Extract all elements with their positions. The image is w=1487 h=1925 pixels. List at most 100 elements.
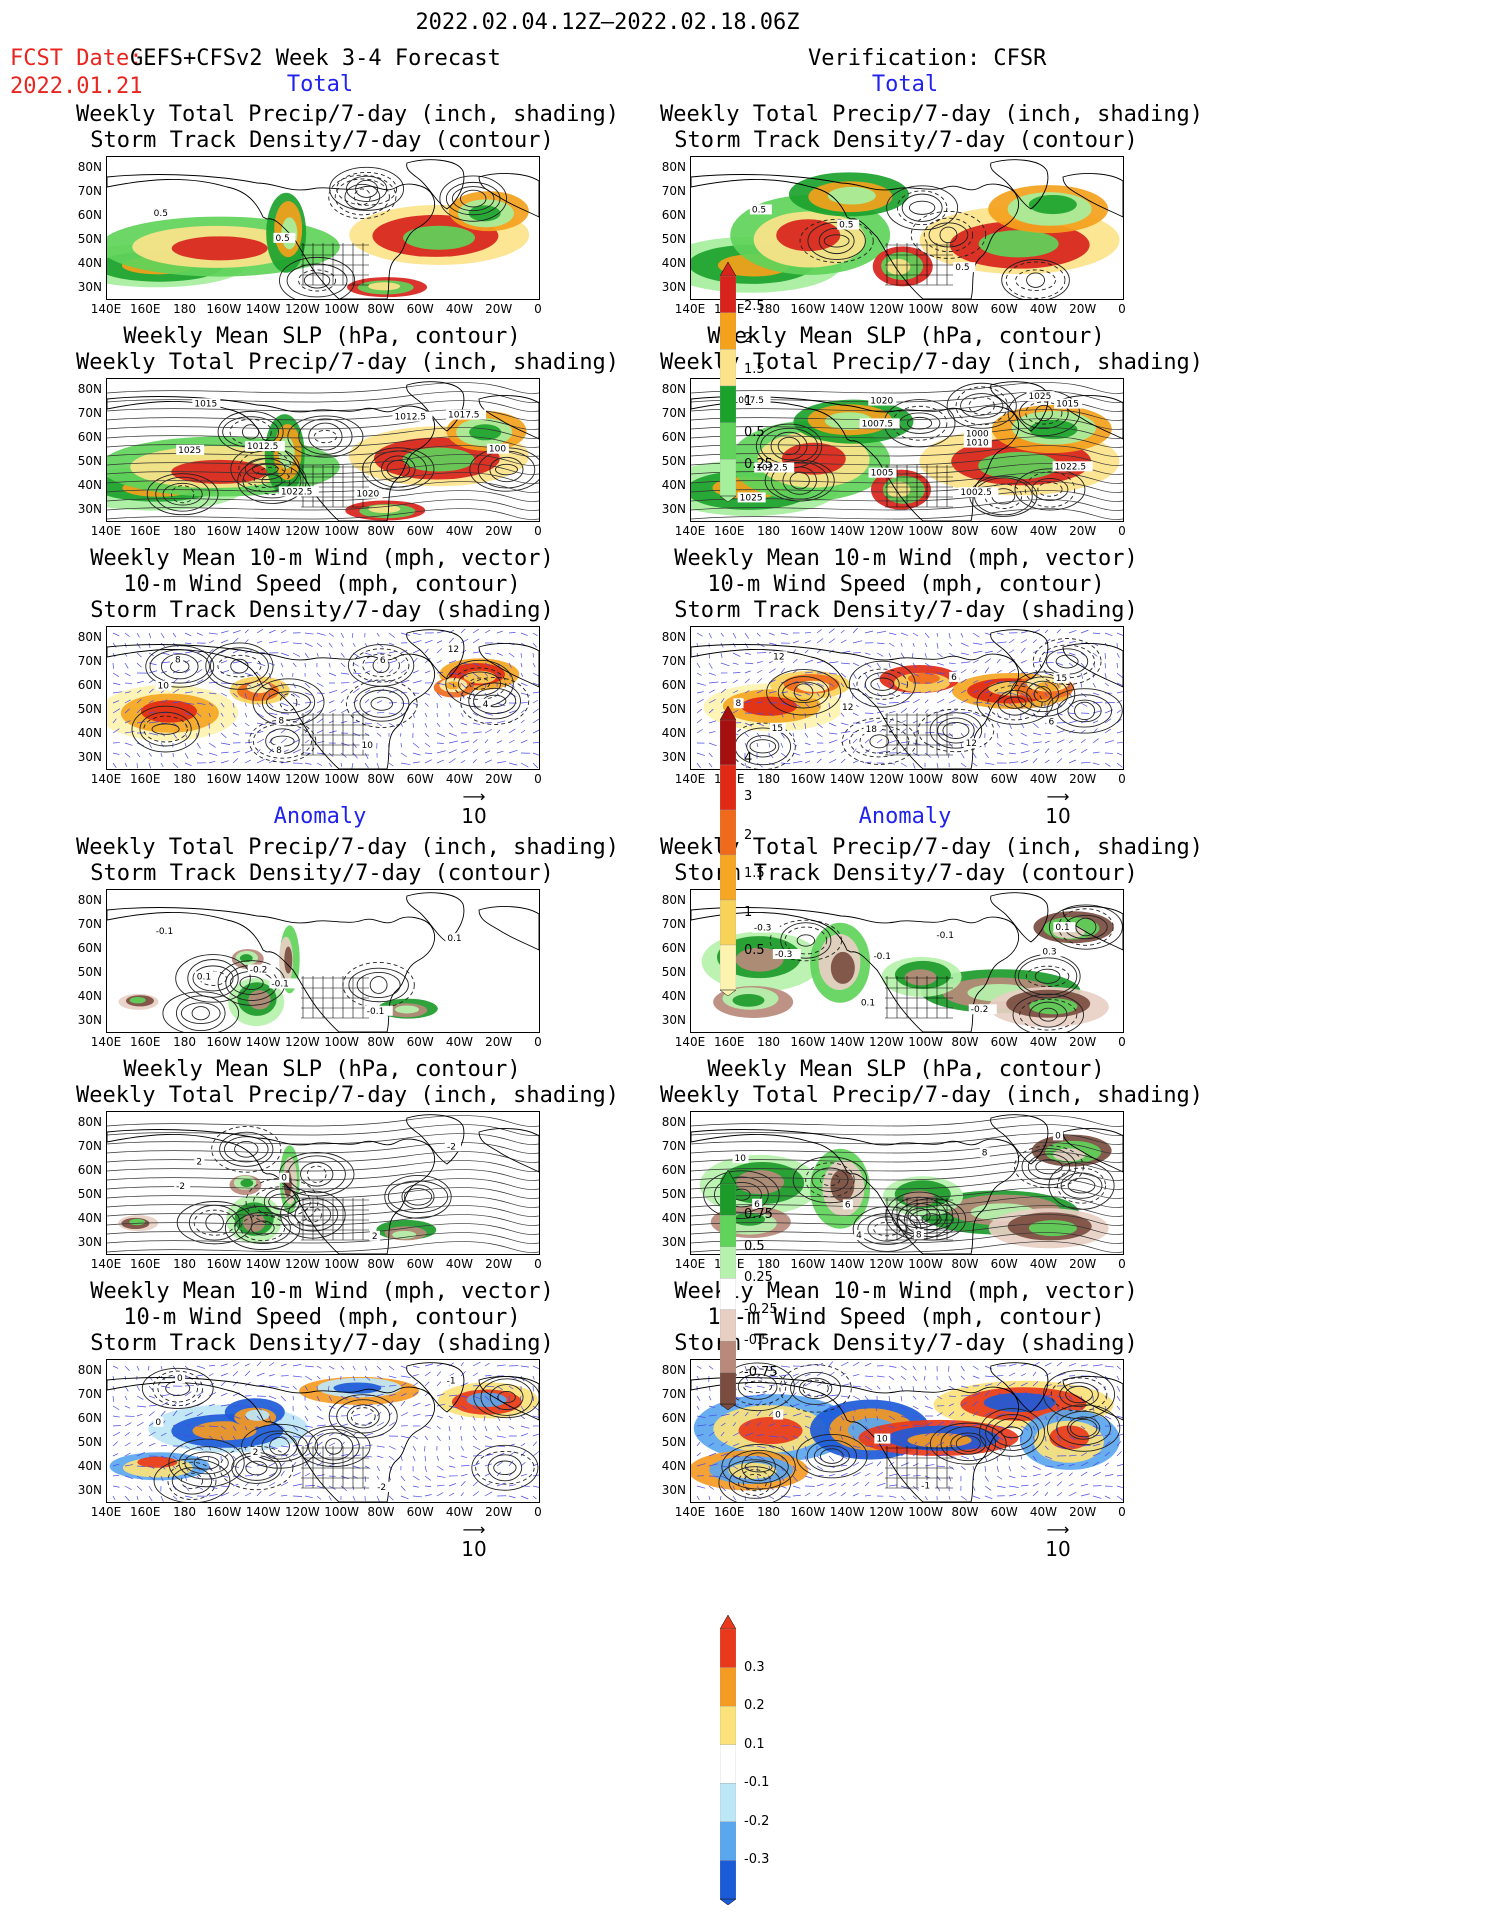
wind-vector <box>172 1495 178 1500</box>
contour-line <box>955 1435 981 1452</box>
shading-patch <box>827 186 876 205</box>
contour-line <box>779 1364 852 1413</box>
wind-vector <box>864 1362 872 1367</box>
wind-vector <box>112 672 120 677</box>
wind-vector <box>744 670 751 674</box>
colorbar-cap-bottom <box>719 1898 737 1906</box>
wind-vector <box>888 1484 898 1487</box>
contour-label-bg <box>176 444 205 455</box>
lon-tick-label: 100W <box>324 1035 360 1049</box>
wind-vector <box>292 1375 303 1378</box>
isobar-line <box>691 1187 1123 1199</box>
wind-vector <box>1104 728 1111 734</box>
wind-vector <box>112 1485 120 1488</box>
wind-vector <box>996 670 1002 674</box>
wind-vector <box>364 722 372 724</box>
lon-tick-label: 40W <box>1029 772 1058 786</box>
wind-vector <box>316 1474 325 1477</box>
wind-vector <box>184 691 193 694</box>
contour-label-bg <box>444 1375 461 1386</box>
wind-vector <box>852 748 857 754</box>
wind-vector <box>436 1371 442 1377</box>
wind-vector <box>460 759 466 764</box>
wind-vector <box>804 722 806 729</box>
wind-vector <box>996 658 1001 664</box>
contour-label-bg <box>247 964 276 975</box>
wind-vector <box>184 742 187 747</box>
wind-vector <box>792 1435 798 1439</box>
wind-vector <box>244 741 253 744</box>
wind-vector <box>112 682 121 686</box>
wind-vector <box>508 1484 516 1487</box>
wind-vector <box>960 652 969 656</box>
contour-line <box>766 669 842 716</box>
wind-vector <box>316 1495 322 1500</box>
wind-vector <box>112 1431 121 1437</box>
wind-vector <box>1116 1385 1121 1392</box>
wind-vector <box>960 732 964 737</box>
wind-vector <box>804 1475 813 1479</box>
wind-vector <box>864 761 872 764</box>
wind-vector <box>208 640 214 644</box>
lon-tick-label: 140E <box>90 1505 122 1519</box>
wind-vector <box>924 1405 933 1410</box>
wind-vector <box>292 652 301 657</box>
shading-patch <box>192 1421 257 1441</box>
contour-label: 8 <box>278 716 284 726</box>
wind-vector <box>852 640 863 644</box>
wind-vector <box>1116 1365 1122 1370</box>
wind-vector <box>256 759 265 764</box>
wind-vector <box>708 1365 714 1370</box>
contour-label-bg <box>151 207 174 218</box>
wind-vector <box>828 1415 832 1421</box>
coastline <box>691 1129 1019 1254</box>
wind-vector <box>376 722 382 727</box>
coastline <box>691 644 1019 769</box>
coastline <box>107 1377 435 1502</box>
wind-vector <box>1116 1440 1122 1447</box>
wind-vector <box>532 1441 537 1447</box>
contour-line <box>929 712 983 749</box>
wind-vector <box>280 1435 288 1440</box>
wind-vector <box>532 632 538 637</box>
wind-vector <box>912 1395 917 1400</box>
wind-vector <box>984 1390 990 1397</box>
wind-vector <box>911 652 914 659</box>
contour-label-bg <box>772 948 801 959</box>
wind-vector <box>888 1442 895 1447</box>
lat-tick-label: 30N <box>661 1483 686 1497</box>
wind-vector <box>1044 748 1050 754</box>
contour-label: 4 <box>856 1231 862 1241</box>
wind-vector <box>208 1403 215 1407</box>
contour-label: 1005 <box>871 469 894 479</box>
wind-vector <box>936 1485 941 1492</box>
colorbar-swatch <box>719 349 737 387</box>
wind-vector <box>960 642 969 647</box>
wind-vector <box>744 762 748 769</box>
map-panel-fc-total-wind: 8 8 10 12 10 8 6 4 <box>106 626 540 770</box>
colorbar-swatch <box>719 1783 737 1823</box>
isobar-line <box>691 1223 1123 1235</box>
wind-vector <box>472 1415 476 1421</box>
wind-vector <box>1116 691 1123 694</box>
lon-tick-label: 60W <box>406 1035 434 1049</box>
wind-vector <box>184 659 190 664</box>
lat-tick-label: 70N <box>77 917 102 931</box>
wind-vector <box>196 659 202 664</box>
lon-tick-label: 20W <box>485 302 513 316</box>
wind-vector <box>400 649 408 654</box>
wind-vector <box>136 721 146 724</box>
wind-vector <box>876 662 881 669</box>
contour-label: 0 <box>155 1418 161 1428</box>
wind-vector <box>900 1415 908 1419</box>
wind-vector <box>316 1405 322 1412</box>
wind-vector <box>756 712 764 715</box>
contour-line <box>180 1002 221 1025</box>
wind-vector <box>1032 1381 1039 1387</box>
contour-line <box>403 1188 433 1206</box>
colorbar-swatch <box>719 854 737 901</box>
wind-vector <box>388 762 394 767</box>
wind-vector <box>196 1365 206 1369</box>
contour-line <box>297 1425 371 1468</box>
isobar-line <box>691 1142 1123 1154</box>
